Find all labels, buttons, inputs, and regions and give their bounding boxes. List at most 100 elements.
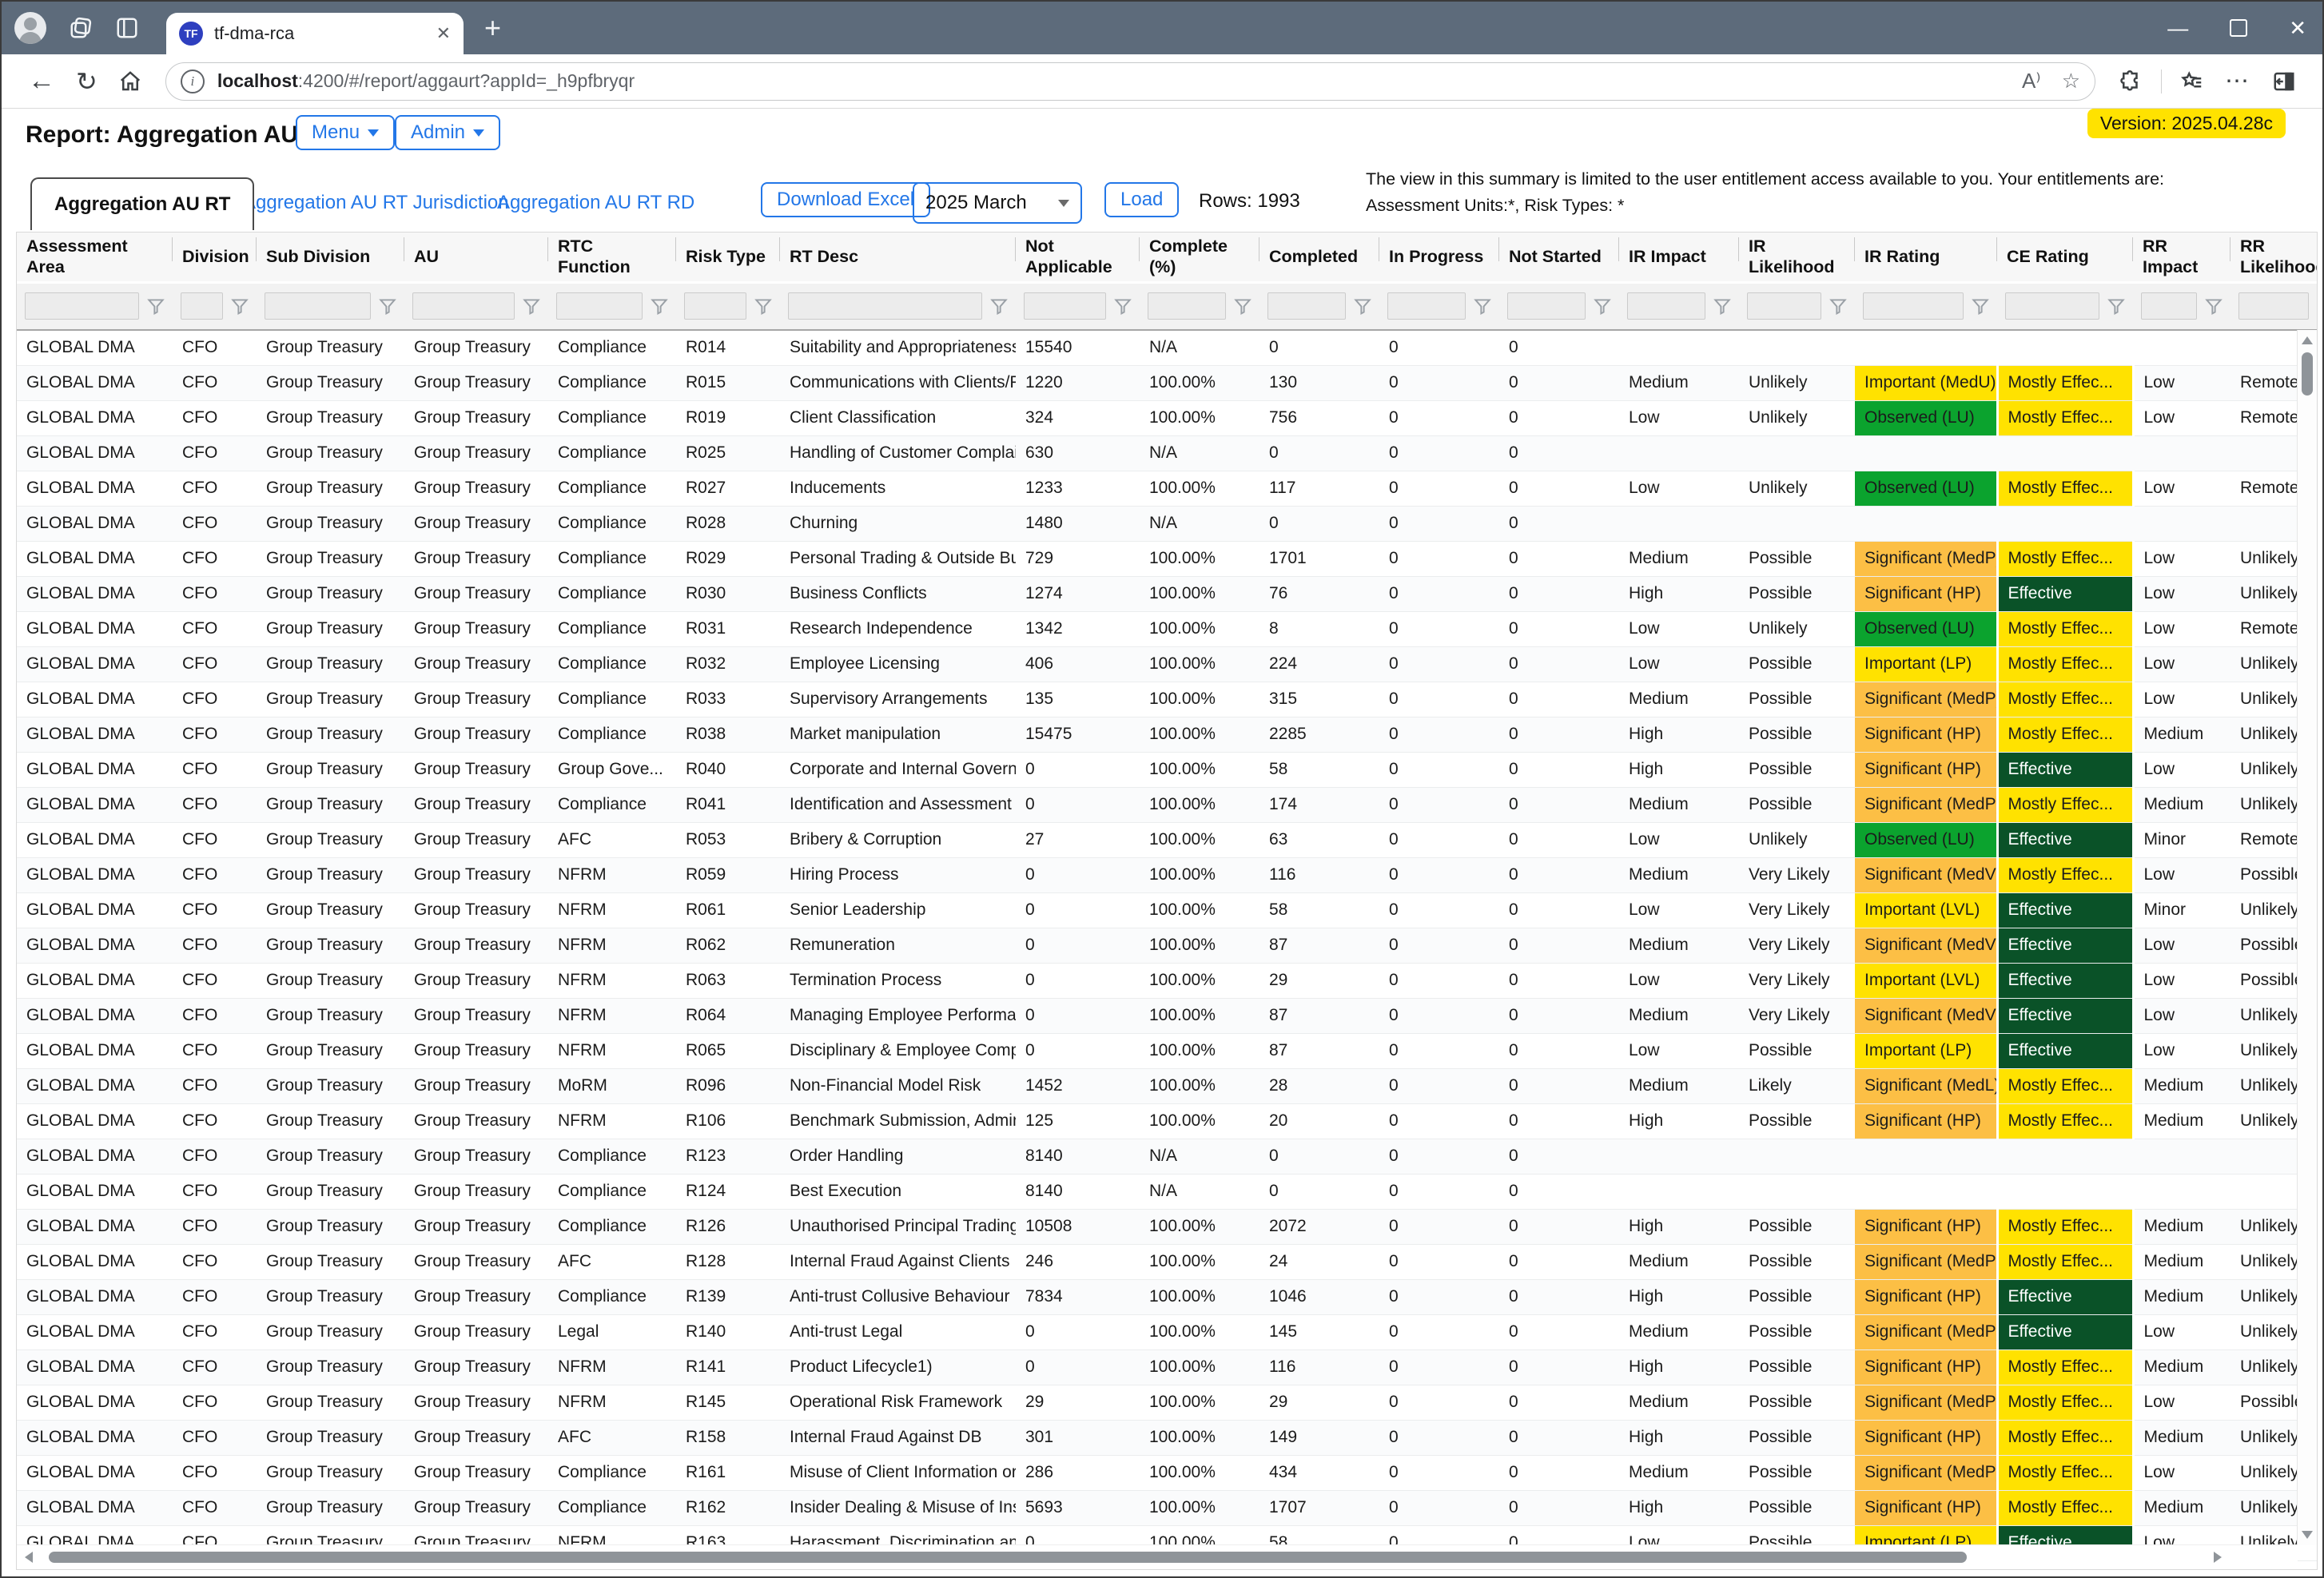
table-row[interactable]: GLOBAL DMA CFO Group Treasury Group Treasur… bbox=[17, 1385, 2317, 1421]
table-row[interactable]: GLOBAL DMA CFO Group Treasury Group Treasur… bbox=[17, 857, 2317, 893]
filter-input-pct[interactable] bbox=[1148, 292, 1226, 320]
filter-icon[interactable] bbox=[1352, 296, 1373, 316]
col-header-prog[interactable]: In Progress bbox=[1379, 233, 1499, 282]
table-row[interactable]: GLOBAL DMA CFO Group Treasury Group Treasur… bbox=[17, 330, 2317, 366]
filter-input-rri[interactable] bbox=[2141, 292, 2197, 320]
page-info-icon[interactable]: i bbox=[180, 69, 205, 93]
period-select[interactable]: 2025 March bbox=[913, 182, 1082, 224]
table-row[interactable]: GLOBAL DMA CFO Group Treasury Group Treasur… bbox=[17, 506, 2317, 542]
table-row[interactable]: GLOBAL DMA CFO Group Treasury Group Treasur… bbox=[17, 1068, 2317, 1104]
table-row[interactable]: GLOBAL DMA CFO Group Treasury Group Treasur… bbox=[17, 1244, 2317, 1280]
col-header-iri[interactable]: IR Impact bbox=[1619, 233, 1739, 282]
filter-icon[interactable] bbox=[521, 296, 542, 316]
col-header-rrl[interactable]: RR Likelihood bbox=[2230, 233, 2317, 282]
profile-avatar[interactable] bbox=[14, 12, 46, 44]
col-header-pct[interactable]: Complete (%) bbox=[1140, 233, 1259, 282]
load-button[interactable]: Load bbox=[1104, 182, 1180, 217]
filter-icon[interactable] bbox=[1472, 296, 1493, 316]
filter-input-irl[interactable] bbox=[1747, 292, 1821, 320]
filter-input-ns[interactable] bbox=[1507, 292, 1586, 320]
table-row[interactable]: GLOBAL DMA CFO Group Treasury Group Treasur… bbox=[17, 435, 2317, 471]
table-row[interactable]: GLOBAL DMA CFO Group Treasury Group Treasur… bbox=[17, 576, 2317, 612]
table-row[interactable]: GLOBAL DMA CFO Group Treasury Group Treasur… bbox=[17, 892, 2317, 928]
filter-icon[interactable] bbox=[1112, 296, 1133, 316]
filter-input-iri[interactable] bbox=[1627, 292, 1705, 320]
col-header-ns[interactable]: Not Started bbox=[1499, 233, 1619, 282]
maximize-button[interactable] bbox=[2230, 19, 2248, 37]
vertical-scrollbar[interactable] bbox=[2297, 330, 2317, 1545]
browser-tab[interactable]: TF tf-dma-rca ✕ bbox=[166, 13, 464, 54]
url-bar[interactable]: i localhost:4200/#/report/aggaurt?appId=… bbox=[165, 62, 2095, 101]
filter-icon[interactable] bbox=[1970, 296, 1991, 316]
col-header-desc[interactable]: RT Desc bbox=[780, 233, 1016, 282]
table-row[interactable]: GLOBAL DMA CFO Group Treasury Group Treasur… bbox=[17, 1279, 2317, 1315]
filter-input-prog[interactable] bbox=[1387, 292, 1466, 320]
vertical-scroll-thumb[interactable] bbox=[2302, 352, 2313, 395]
scroll-down-icon[interactable] bbox=[2302, 1531, 2313, 1539]
filter-icon[interactable] bbox=[1592, 296, 1613, 316]
filter-input-risk[interactable] bbox=[684, 292, 746, 320]
filter-icon[interactable] bbox=[229, 296, 250, 316]
table-row[interactable]: GLOBAL DMA CFO Group Treasury Group Treasur… bbox=[17, 752, 2317, 788]
sidebar-panel-icon[interactable] bbox=[2272, 70, 2296, 93]
read-aloud-icon[interactable]: A⁾ bbox=[2021, 69, 2041, 93]
scroll-up-icon[interactable] bbox=[2302, 336, 2313, 344]
close-button[interactable]: ✕ bbox=[2289, 16, 2306, 40]
workspaces-icon[interactable] bbox=[69, 16, 93, 40]
table-row[interactable]: GLOBAL DMA CFO Group Treasury Group Treasur… bbox=[17, 365, 2317, 401]
table-row[interactable]: GLOBAL DMA CFO Group Treasury Group Treasur… bbox=[17, 1349, 2317, 1385]
filter-input-irr[interactable] bbox=[1863, 292, 1964, 320]
table-row[interactable]: GLOBAL DMA CFO Group Treasury Group Treasur… bbox=[17, 1420, 2317, 1456]
filter-icon[interactable] bbox=[649, 296, 670, 316]
table-row[interactable]: GLOBAL DMA CFO Group Treasury Group Treasur… bbox=[17, 822, 2317, 858]
admin-button[interactable]: Admin bbox=[395, 115, 501, 150]
filter-icon[interactable] bbox=[753, 296, 774, 316]
filter-input-sub[interactable] bbox=[265, 292, 371, 320]
table-row[interactable]: GLOBAL DMA CFO Group Treasury Group Treasur… bbox=[17, 717, 2317, 753]
favorites-bar-icon[interactable] bbox=[2180, 70, 2204, 93]
favorite-star-icon[interactable]: ☆ bbox=[2061, 69, 2080, 93]
filter-icon[interactable] bbox=[2315, 296, 2318, 316]
filter-input-completed[interactable] bbox=[1267, 292, 1346, 320]
tab-aggregation-au-rt-jurisdiction[interactable]: Aggregation AU RT Jurisdiction bbox=[243, 192, 509, 213]
table-row[interactable]: GLOBAL DMA CFO Group Treasury Group Treasur… bbox=[17, 787, 2317, 823]
filter-input-rtc[interactable] bbox=[556, 292, 643, 320]
horizontal-scroll-thumb[interactable] bbox=[49, 1552, 1967, 1563]
refresh-icon[interactable]: ↻ bbox=[76, 66, 97, 96]
table-row[interactable]: GLOBAL DMA CFO Group Treasury Group Treasur… bbox=[17, 1209, 2317, 1245]
scroll-left-icon[interactable] bbox=[25, 1552, 33, 1563]
download-excel-button[interactable]: Download Excel bbox=[761, 182, 931, 217]
col-header-irl[interactable]: IR Likelihood bbox=[1739, 233, 1855, 282]
col-header-rtc[interactable]: RTC Function bbox=[548, 233, 676, 282]
new-tab-button[interactable]: + bbox=[484, 11, 502, 44]
filter-icon[interactable] bbox=[1828, 296, 1848, 316]
home-icon[interactable] bbox=[118, 70, 142, 93]
filter-input-cer[interactable] bbox=[2005, 292, 2099, 320]
filter-icon[interactable] bbox=[2106, 296, 2127, 316]
table-row[interactable]: GLOBAL DMA CFO Group Treasury Group Treasur… bbox=[17, 998, 2317, 1034]
col-header-cer[interactable]: CE Rating bbox=[1997, 233, 2133, 282]
table-row[interactable]: GLOBAL DMA CFO Group Treasury Group Treasur… bbox=[17, 1455, 2317, 1491]
table-row[interactable]: GLOBAL DMA CFO Group Treasury Group Treasur… bbox=[17, 1314, 2317, 1350]
col-header-risk[interactable]: Risk Type bbox=[676, 233, 780, 282]
tab-aggregation-au-rt[interactable]: Aggregation AU RT bbox=[30, 177, 255, 230]
col-header-aa[interactable]: Assessment Area bbox=[17, 233, 173, 282]
col-header-irr[interactable]: IR Rating bbox=[1855, 233, 1997, 282]
filter-icon[interactable] bbox=[989, 296, 1009, 316]
tab-aggregation-au-rt-rd[interactable]: Aggregation AU RT RD bbox=[497, 192, 695, 213]
col-header-sub[interactable]: Sub Division bbox=[257, 233, 404, 282]
filter-input-au[interactable] bbox=[412, 292, 515, 320]
horizontal-scrollbar[interactable] bbox=[17, 1544, 2298, 1569]
table-row[interactable]: GLOBAL DMA CFO Group Treasury Group Treasur… bbox=[17, 928, 2317, 964]
table-row[interactable]: GLOBAL DMA CFO Group Treasury Group Treasur… bbox=[17, 400, 2317, 436]
table-row[interactable]: GLOBAL DMA CFO Group Treasury Group Treasur… bbox=[17, 1033, 2317, 1069]
filter-input-rrl[interactable] bbox=[2238, 292, 2309, 320]
col-header-na[interactable]: Not Applicable bbox=[1016, 233, 1140, 282]
back-icon[interactable]: ← bbox=[28, 66, 55, 96]
col-header-au[interactable]: AU bbox=[404, 233, 548, 282]
minimize-button[interactable]: — bbox=[2167, 16, 2189, 40]
table-row[interactable]: GLOBAL DMA CFO Group Treasury Group Treasur… bbox=[17, 1103, 2317, 1139]
col-header-completed[interactable]: Completed bbox=[1259, 233, 1379, 282]
filter-input-na[interactable] bbox=[1024, 292, 1106, 320]
table-row[interactable]: GLOBAL DMA CFO Group Treasury Group Treasur… bbox=[17, 471, 2317, 507]
